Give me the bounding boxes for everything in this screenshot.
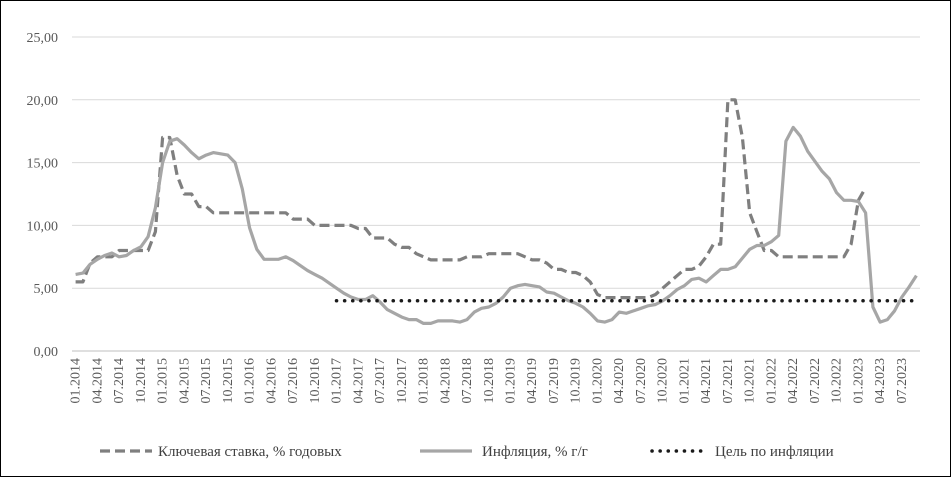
y-tick-label: 0,00: [34, 345, 59, 360]
legend-label-2: Цель по инфляции: [715, 444, 834, 460]
x-tick-label: 04.2023: [873, 358, 888, 404]
x-tick-label: 01.2021: [677, 358, 692, 404]
x-tick-label: 07.2021: [721, 358, 736, 404]
x-tick-label: 10.2020: [656, 358, 671, 404]
x-tick-label: 10.2016: [308, 358, 323, 404]
x-tick-label: 04.2016: [264, 358, 279, 404]
x-tick-label: 04.2014: [90, 358, 105, 404]
x-tick-label: 04.2020: [612, 358, 627, 404]
y-tick-label: 15,00: [27, 157, 59, 172]
x-tick-label: 10.2019: [569, 358, 584, 404]
x-tick-label: 07.2014: [112, 358, 127, 404]
x-tick-label: 04.2019: [525, 358, 540, 404]
x-tick-label: 07.2018: [460, 358, 475, 404]
x-tick-label: 01.2020: [590, 358, 605, 404]
y-tick-label: 10,00: [27, 219, 59, 234]
series-line-0: [75, 98, 867, 300]
legend: Ключевая ставка, % годовых Инфляция, % г/…: [100, 444, 834, 460]
x-tick-label: 01.2023: [851, 358, 866, 404]
x-tick-label: 04.2015: [177, 358, 192, 404]
series-lines: [75, 98, 919, 325]
x-tick-label: 07.2020: [634, 358, 649, 404]
x-tick-label: 10.2015: [221, 358, 236, 404]
x-tick-label: 07.2023: [895, 358, 910, 404]
x-tick-label: 01.2022: [764, 358, 779, 404]
x-tick-label: 04.2022: [786, 358, 801, 404]
legend-label-1: Инфляция, % г/г: [482, 444, 588, 460]
x-tick-label: 01.2015: [156, 358, 171, 404]
legend-label-0: Ключевая ставка, % годовых: [158, 444, 342, 460]
x-tick-label: 01.2018: [417, 358, 432, 404]
x-tick-label: 01.2014: [69, 358, 84, 404]
x-tick-label: 10.2022: [830, 358, 845, 404]
x-tick-label: 04.2021: [699, 358, 714, 404]
x-tick-label: 07.2017: [373, 358, 388, 404]
x-tick-label: 10.2018: [482, 358, 497, 404]
x-tick-label: 04.2017: [351, 358, 366, 404]
y-tick-label: 20,00: [27, 94, 59, 109]
x-tick-label: 01.2019: [503, 358, 518, 404]
x-tick-label: 10.2017: [395, 358, 410, 404]
x-tick-label: 01.2017: [330, 358, 345, 404]
y-tick-label: 25,00: [27, 31, 59, 46]
x-tick-label: 10.2021: [743, 358, 758, 404]
x-tick-label: 04.2018: [438, 358, 453, 404]
y-tick-label: 5,00: [34, 282, 59, 297]
x-tick-label: 10.2014: [134, 358, 149, 404]
x-tick-label: 07.2019: [547, 358, 562, 404]
x-tick-label: 07.2022: [808, 358, 823, 404]
x-tick-label: 07.2015: [199, 358, 214, 404]
x-tick-label: 07.2016: [286, 358, 301, 404]
x-axis-tick-labels: 01.2014 04.2014 07.2014 10.2014 01.2015 04.20…: [69, 358, 910, 404]
y-axis-tick-labels: 0,00 5,00 10,00 15,00 20,00 25,00: [27, 31, 59, 360]
series-line-1: [75, 125, 918, 325]
x-tick-label: 01.2016: [243, 358, 258, 404]
